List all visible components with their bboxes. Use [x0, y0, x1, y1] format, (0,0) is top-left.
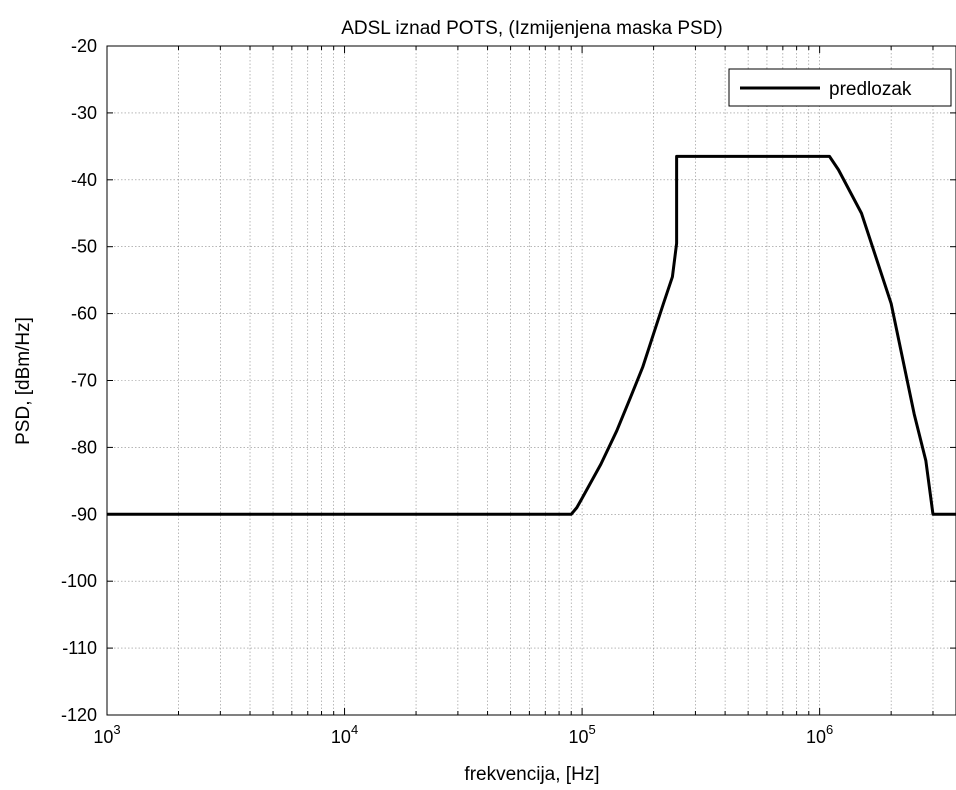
y-tick-label: -60 [71, 304, 97, 324]
y-tick-label: -100 [61, 571, 97, 591]
legend: predlozak [728, 68, 952, 107]
legend-label-predlozak: predlozak [829, 79, 912, 100]
plot-frame [106, 45, 956, 716]
y-tick-label: -80 [71, 437, 97, 457]
x-tick-label: 103 [93, 722, 120, 747]
x-tick-base: 10 [806, 727, 826, 747]
grid-lines [106, 45, 956, 716]
y-tick-label: -20 [71, 36, 97, 56]
y-tick-label: -90 [71, 504, 97, 524]
y-tick-label: -110 [62, 638, 97, 658]
x-tick-exponent: 6 [826, 722, 833, 737]
x-tick-exponent: 5 [588, 722, 595, 737]
series-layer [107, 154, 956, 516]
series-line-predlozak [107, 154, 956, 516]
y-tick-label: -40 [71, 170, 97, 190]
y-tick-label: -50 [71, 237, 97, 257]
y-tick-label: -30 [71, 103, 97, 123]
x-tick-base: 10 [331, 727, 351, 747]
x-tick-exponent: 4 [351, 722, 358, 737]
x-axis-label: frekvencija, [Hz] [464, 764, 599, 785]
chart-title: ADSL iznad POTS, (Izmijenjena maska PSD) [341, 18, 723, 39]
x-tick-label: 106 [806, 722, 833, 747]
x-tick-label: 105 [568, 722, 595, 747]
y-axis-label: PSD, [dBm/Hz] [13, 317, 34, 445]
x-tick-base: 10 [93, 727, 113, 747]
x-tick-label: 104 [331, 722, 358, 747]
x-tick-base: 10 [568, 727, 588, 747]
x-tick-exponent: 3 [113, 722, 120, 737]
y-tick-label: -120 [61, 705, 97, 725]
y-tick-label: -70 [71, 371, 97, 391]
